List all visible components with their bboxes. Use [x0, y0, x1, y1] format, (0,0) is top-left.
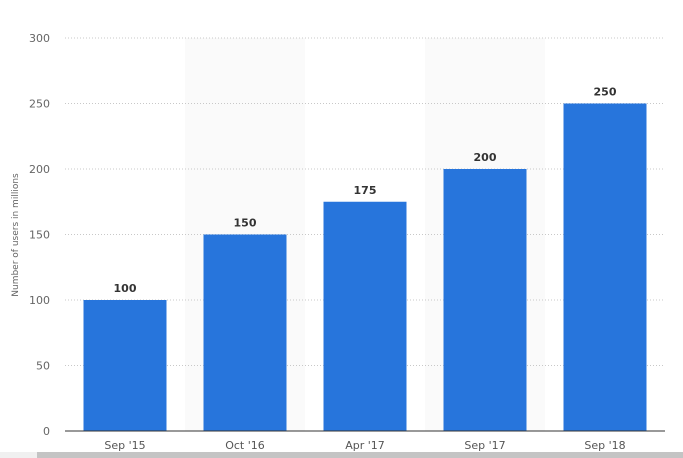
data-label: 175 — [354, 184, 377, 197]
x-tick-label: Sep '18 — [584, 439, 625, 452]
y-tick-label: 200 — [29, 163, 50, 176]
x-tick-label: Oct '16 — [225, 439, 265, 452]
data-label: 200 — [474, 151, 497, 164]
y-tick-label: 150 — [29, 229, 50, 242]
bar — [83, 300, 167, 431]
y-axis-title: Number of users in millions — [11, 173, 21, 297]
bar — [203, 234, 287, 431]
bar — [563, 103, 647, 431]
bar — [323, 201, 407, 431]
y-tick-label: 100 — [29, 294, 50, 307]
x-tick-label: Sep '17 — [464, 439, 505, 452]
y-tick-label: 300 — [29, 32, 50, 45]
y-tick-label: 50 — [36, 360, 50, 373]
x-tick-label: Sep '15 — [104, 439, 145, 452]
horizontal-scrollbar-thumb[interactable] — [37, 452, 683, 458]
data-label: 100 — [114, 282, 137, 295]
y-tick-label: 250 — [29, 98, 50, 111]
data-label: 250 — [594, 86, 617, 99]
y-tick-label: 0 — [43, 425, 50, 438]
data-label: 150 — [234, 217, 257, 230]
bar — [443, 169, 527, 431]
x-tick-label: Apr '17 — [345, 439, 385, 452]
